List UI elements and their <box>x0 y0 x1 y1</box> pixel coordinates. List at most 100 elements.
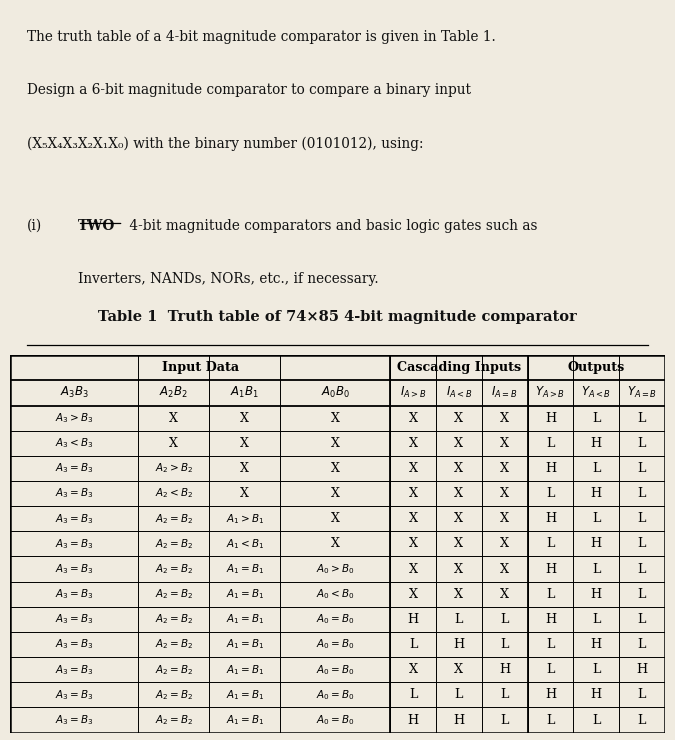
Text: $A_3=B_3$: $A_3=B_3$ <box>55 713 93 727</box>
Text: X: X <box>500 537 509 551</box>
Text: X: X <box>408 411 418 425</box>
Text: $A_2<B_2$: $A_2<B_2$ <box>155 487 193 500</box>
Text: X: X <box>240 411 249 425</box>
Text: $A_0>B_0$: $A_0>B_0$ <box>316 562 354 576</box>
Text: Cascading Inputs: Cascading Inputs <box>397 361 521 374</box>
Text: L: L <box>592 512 600 525</box>
Text: $A_3=B_3$: $A_3=B_3$ <box>55 537 93 551</box>
Text: H: H <box>545 411 556 425</box>
Text: X: X <box>408 588 418 601</box>
Text: X: X <box>500 512 509 525</box>
Text: L: L <box>500 688 509 702</box>
Text: $A_1=B_1$: $A_1=B_1$ <box>225 562 264 576</box>
Text: H: H <box>454 713 464 727</box>
Text: X: X <box>454 663 464 676</box>
Text: The truth table of a 4-bit magnitude comparator is given in Table 1.: The truth table of a 4-bit magnitude com… <box>27 30 495 44</box>
Text: H: H <box>408 613 418 626</box>
Text: $A_3=B_3$: $A_3=B_3$ <box>55 663 93 676</box>
Text: X: X <box>500 588 509 601</box>
Text: $A_2=B_2$: $A_2=B_2$ <box>155 512 193 525</box>
Text: $A_1B_1$: $A_1B_1$ <box>230 386 259 400</box>
Text: X: X <box>454 437 464 450</box>
Text: X: X <box>500 411 509 425</box>
Text: L: L <box>592 713 600 727</box>
Text: $I_{A>B}$: $I_{A>B}$ <box>400 386 426 400</box>
Text: $A_3=B_3$: $A_3=B_3$ <box>55 613 93 626</box>
Text: (X₅X₄X₃X₂X₁X₀) with the binary number (0101012), using:: (X₅X₄X₃X₂X₁X₀) with the binary number (0… <box>27 136 423 150</box>
Text: $A_2=B_2$: $A_2=B_2$ <box>155 613 193 626</box>
Text: $A_2=B_2$: $A_2=B_2$ <box>155 688 193 702</box>
Text: 4-bit magnitude comparators and basic logic gates such as: 4-bit magnitude comparators and basic lo… <box>125 219 537 233</box>
Text: X: X <box>240 437 249 450</box>
Text: L: L <box>638 437 646 450</box>
Text: L: L <box>638 462 646 475</box>
Text: L: L <box>546 638 555 651</box>
Text: $A_3=B_3$: $A_3=B_3$ <box>55 487 93 500</box>
Text: X: X <box>331 437 340 450</box>
Text: Outputs: Outputs <box>568 361 625 374</box>
Text: X: X <box>408 512 418 525</box>
Text: $A_3=B_3$: $A_3=B_3$ <box>55 588 93 601</box>
Text: X: X <box>454 537 464 551</box>
Text: X: X <box>331 537 340 551</box>
Text: $A_2>B_2$: $A_2>B_2$ <box>155 462 193 475</box>
Text: (i): (i) <box>27 219 43 233</box>
Text: $A_0B_0$: $A_0B_0$ <box>321 386 350 400</box>
Text: H: H <box>545 562 556 576</box>
Text: X: X <box>408 462 418 475</box>
Text: X: X <box>331 512 340 525</box>
Text: $A_1=B_1$: $A_1=B_1$ <box>225 688 264 702</box>
Text: $A_2=B_2$: $A_2=B_2$ <box>155 638 193 651</box>
Text: X: X <box>500 437 509 450</box>
Text: L: L <box>455 613 463 626</box>
Text: X: X <box>331 487 340 500</box>
Text: H: H <box>591 588 601 601</box>
Text: L: L <box>592 613 600 626</box>
Text: H: H <box>545 688 556 702</box>
Text: $A_3<B_3$: $A_3<B_3$ <box>55 437 93 450</box>
Text: $A_0=B_0$: $A_0=B_0$ <box>316 638 354 651</box>
Text: H: H <box>545 613 556 626</box>
Text: $A_1>B_1$: $A_1>B_1$ <box>225 512 264 525</box>
Text: L: L <box>638 537 646 551</box>
Text: $A_2=B_2$: $A_2=B_2$ <box>155 663 193 676</box>
Text: $Y_{A>B}$: $Y_{A>B}$ <box>535 386 566 400</box>
Text: X: X <box>169 411 178 425</box>
Text: $A_2=B_2$: $A_2=B_2$ <box>155 713 193 727</box>
Text: $A_0=B_0$: $A_0=B_0$ <box>316 688 354 702</box>
Text: L: L <box>546 588 555 601</box>
Text: TWO: TWO <box>78 219 115 233</box>
Text: L: L <box>638 713 646 727</box>
Text: Input Data: Input Data <box>161 361 239 374</box>
Text: X: X <box>169 437 178 450</box>
Text: H: H <box>499 663 510 676</box>
Text: $A_0=B_0$: $A_0=B_0$ <box>316 613 354 626</box>
Text: $A_2B_2$: $A_2B_2$ <box>159 386 188 400</box>
Text: Inverters, NANDs, NORs, etc., if necessary.: Inverters, NANDs, NORs, etc., if necessa… <box>78 272 378 286</box>
Text: L: L <box>546 437 555 450</box>
Text: $A_0=B_0$: $A_0=B_0$ <box>316 663 354 676</box>
Text: H: H <box>591 487 601 500</box>
Text: L: L <box>455 688 463 702</box>
Text: L: L <box>638 487 646 500</box>
Text: $A_1=B_1$: $A_1=B_1$ <box>225 588 264 601</box>
Text: X: X <box>408 663 418 676</box>
Text: $Y_{A<B}$: $Y_{A<B}$ <box>581 386 612 400</box>
Text: H: H <box>545 512 556 525</box>
Text: X: X <box>500 487 509 500</box>
Text: $A_1=B_1$: $A_1=B_1$ <box>225 638 264 651</box>
Text: $A_3=B_3$: $A_3=B_3$ <box>55 462 93 475</box>
Text: X: X <box>240 487 249 500</box>
Text: $A_2=B_2$: $A_2=B_2$ <box>155 562 193 576</box>
Text: L: L <box>638 512 646 525</box>
Text: L: L <box>546 713 555 727</box>
Text: X: X <box>240 462 249 475</box>
Text: X: X <box>500 462 509 475</box>
Text: L: L <box>409 688 417 702</box>
Text: L: L <box>638 411 646 425</box>
Text: L: L <box>638 688 646 702</box>
Text: X: X <box>454 562 464 576</box>
Text: H: H <box>591 688 601 702</box>
Text: $A_3=B_3$: $A_3=B_3$ <box>55 512 93 525</box>
Text: H: H <box>408 713 418 727</box>
